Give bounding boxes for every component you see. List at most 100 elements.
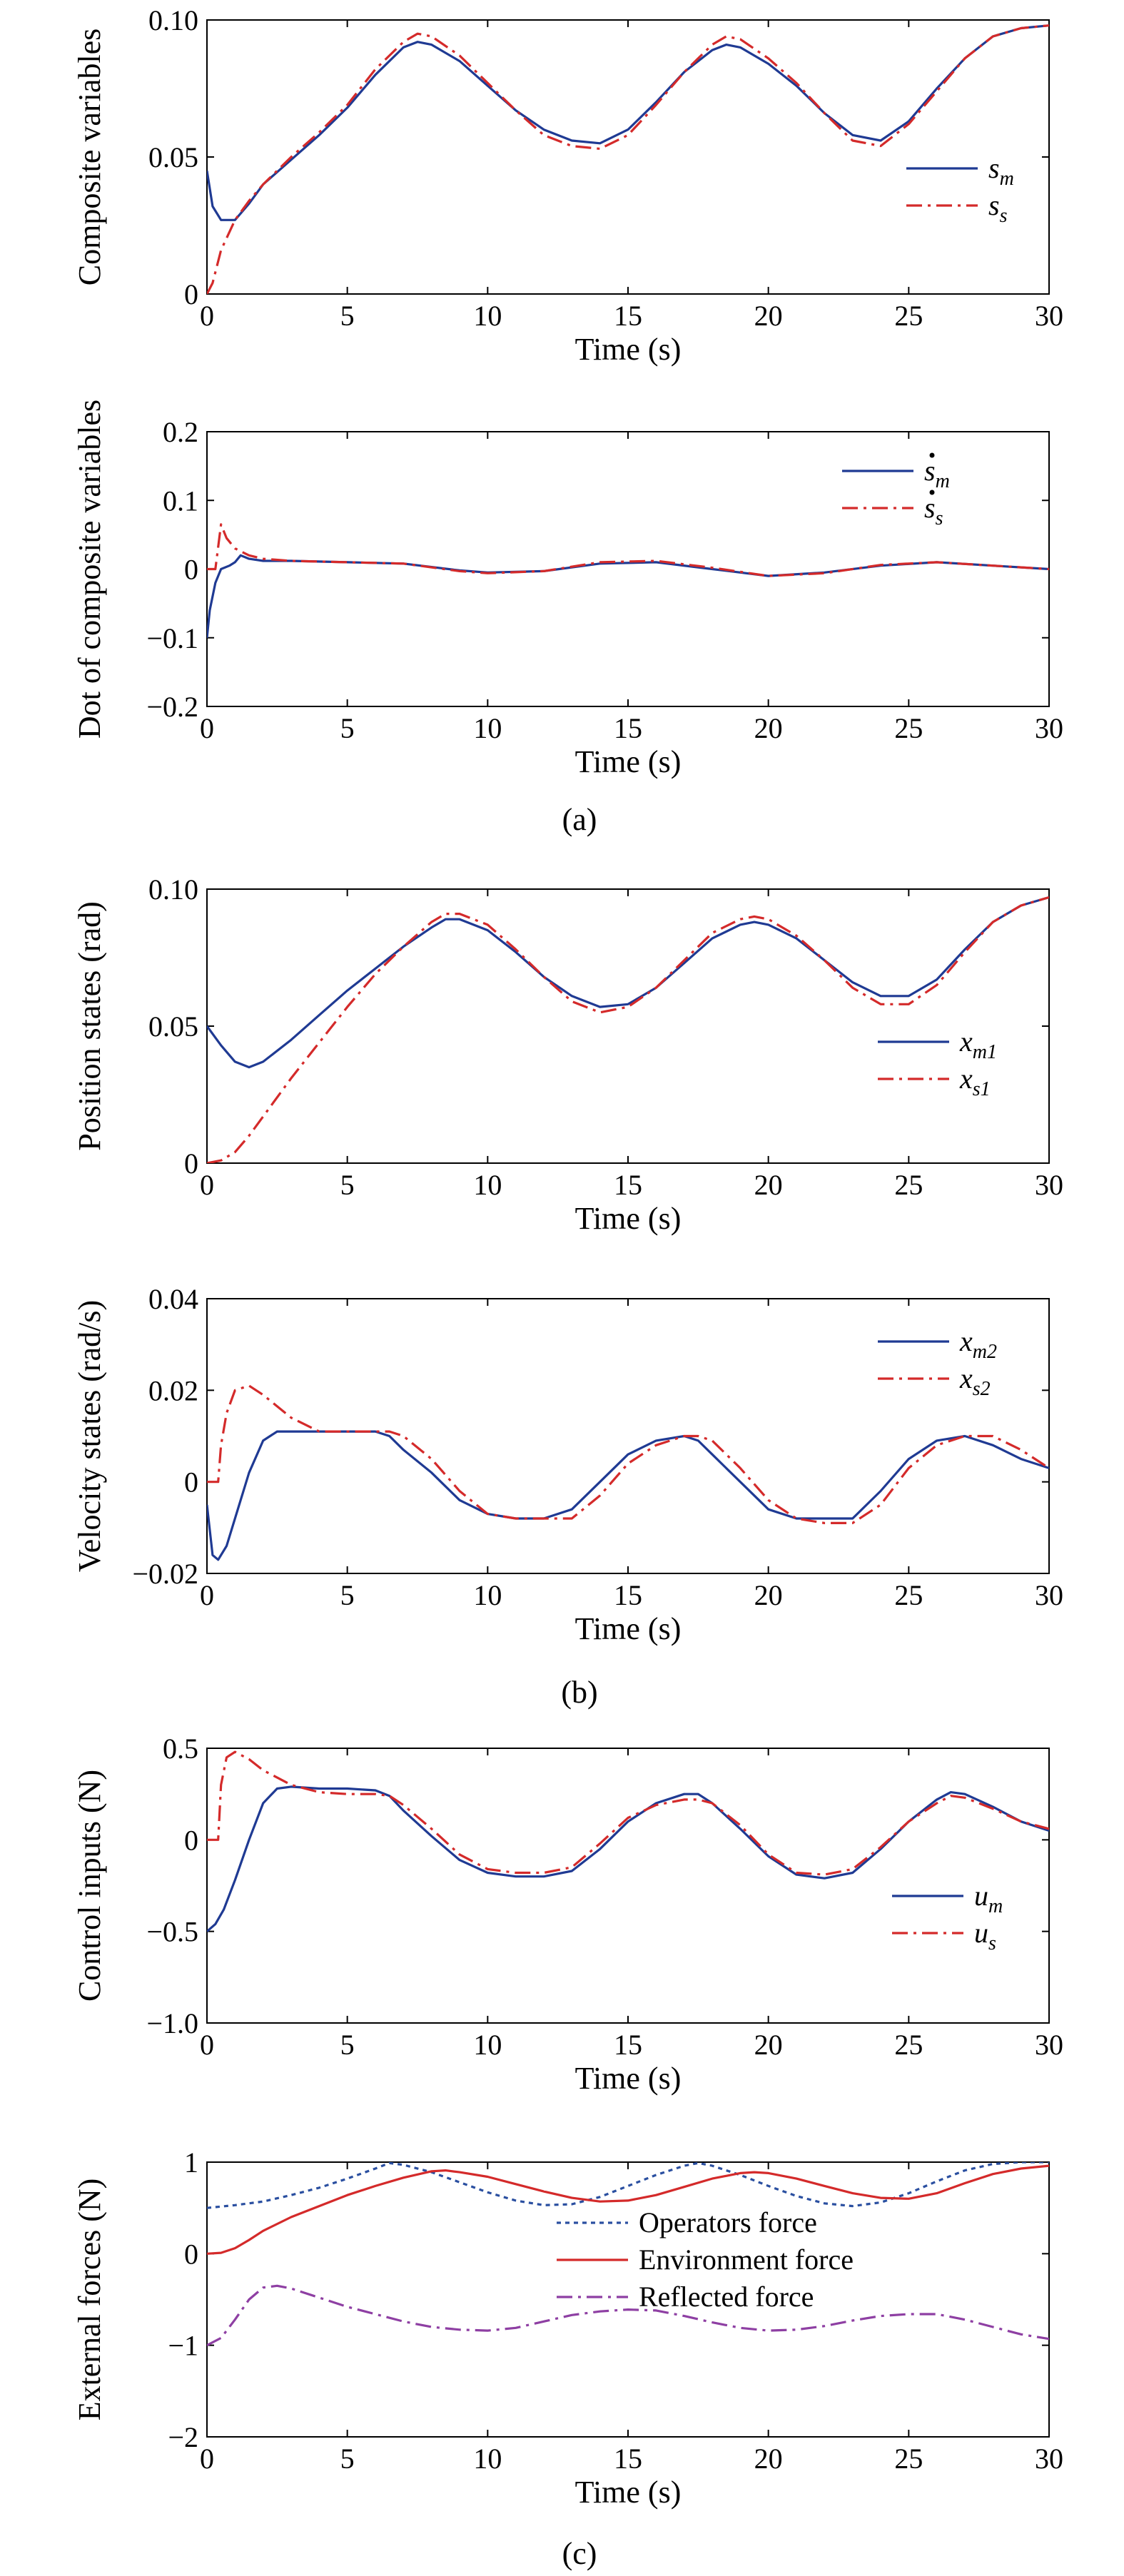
x-tick-label: 20 [754,300,783,332]
x-axis-title: Time (s) [575,1611,682,1646]
y-tick-label: 0.10 [148,873,198,906]
y-tick-label: −0.1 [146,622,198,654]
y-tick-label: 0 [184,554,198,586]
y-tick-label: −0.02 [132,1558,198,1590]
x-tick-label: 5 [340,1579,355,1611]
chart-5: 0 5 10 15 20 25 30 −1.0 −0.5 0 0.5 Time (s) Control … [72,1733,1063,2096]
x-tick-label: 25 [894,300,923,332]
x-tick-label: 30 [1035,2029,1063,2061]
legend-entry: um [974,1880,1003,1917]
series-line [207,2284,1049,2347]
x-tick-label: 25 [894,712,923,744]
x-axis-title: Time (s) [575,332,682,367]
legend-entry: ss [988,189,1008,227]
y-axis-title: External forces (N) [72,2179,107,2421]
y-axis-title: Velocity states (rad/s) [72,1300,107,1572]
legend-entry: sm [924,455,950,492]
x-tick-label: 30 [1035,712,1063,744]
legend-entry: xm2 [959,1325,997,1363]
x-tick-label: 20 [754,1579,783,1611]
chart-1: 0 5 10 15 20 25 30 0 0.05 0.10 Time (s) Composite v… [72,4,1063,367]
legend-entry: xs2 [959,1362,991,1400]
series-line [207,1430,1049,1561]
y-tick-label: 0.04 [148,1283,198,1315]
x-tick-label: 5 [340,712,355,744]
y-tick-label: −0.5 [146,1916,198,1948]
x-tick-label: 10 [473,1169,502,1201]
x-tick-label: 20 [754,2029,783,2061]
derivative-dot [929,490,935,495]
series-line [207,1750,1049,1876]
y-tick-label: 0.02 [148,1374,198,1406]
x-tick-label: 0 [200,1169,214,1201]
legend-entry: Operators force [639,2206,817,2238]
x-tick-label: 5 [340,1169,355,1201]
series-line [207,896,1049,1163]
x-tick-label: 25 [894,2443,923,2475]
y-tick-label: 0.10 [148,4,198,36]
x-tick-label: 0 [200,1579,214,1611]
x-tick-label: 0 [200,712,214,744]
plot-frame [206,431,1050,707]
legend-entry: sm [988,152,1014,190]
chart-6: 0 5 10 15 20 25 30 −2 −1 0 1 Time (s) External force… [72,2146,1063,2510]
x-tick-label: 30 [1035,1169,1063,1201]
y-axis-title: Position states (rad) [72,901,107,1151]
x-tick-label: 20 [754,2443,783,2475]
x-tick-label: 0 [200,2029,214,2061]
x-tick-label: 30 [1035,300,1063,332]
x-tick-label: 15 [614,1169,642,1201]
x-tick-label: 0 [200,300,214,332]
x-tick-label: 25 [894,1169,923,1201]
x-tick-label: 15 [614,712,642,744]
y-axis-title: Composite variables [72,29,107,286]
x-tick-label: 10 [473,1579,502,1611]
legend-entry: Reflected force [639,2281,814,2313]
y-axis-title: Control inputs (N) [72,1770,107,2002]
legend-entry: us [974,1917,996,1954]
x-tick-label: 5 [340,2029,355,2061]
y-tick-label: 0.5 [163,1733,198,1765]
y-tick-label: 0 [184,278,198,310]
series-line [207,24,1049,221]
series-line [207,2164,1049,2255]
series-line [207,1785,1049,1932]
x-tick-label: 15 [614,1579,642,1611]
y-tick-label: 0 [184,2238,198,2270]
y-tick-label: −1.0 [146,2007,198,2039]
x-tick-label: 30 [1035,1579,1063,1611]
x-axis-title: Time (s) [575,744,682,779]
chart-2: 0 5 10 15 20 25 30 −0.2 −0.1 0 0.1 0.2 Time (s) Dot o… [72,400,1063,779]
y-tick-label: 0.05 [148,1010,198,1043]
caption-c: (c) [562,2536,597,2571]
chart-3: 0 5 10 15 20 25 30 0 0.05 0.10 Time (s) Position st… [72,873,1063,1236]
x-tick-label: 15 [614,2443,642,2475]
legend-entry: xs1 [959,1063,991,1100]
x-tick-label: 0 [200,2443,214,2475]
x-tick-label: 30 [1035,2443,1063,2475]
plot-frame [206,1298,1050,1574]
y-axis-title: Dot of composite variables [72,400,107,739]
plot-frame [206,2161,1050,2438]
series-line [207,2162,1049,2209]
series-line [207,896,1049,1069]
x-tick-label: 25 [894,1579,923,1611]
x-tick-label: 15 [614,300,642,332]
y-tick-label: −1 [168,2330,198,2362]
series-line [207,24,1049,294]
y-tick-label: −0.2 [146,691,198,723]
legend-entry: Environment force [639,2243,854,2276]
y-tick-label: 0 [184,1147,198,1180]
y-tick-label: 0.2 [163,416,198,448]
x-tick-label: 25 [894,2029,923,2061]
y-tick-label: 0 [184,1466,198,1499]
series-line [207,523,1049,577]
legend-entry: xm1 [959,1025,997,1063]
x-tick-label: 10 [473,2029,502,2061]
x-tick-label: 20 [754,712,783,744]
y-tick-label: 1 [184,2146,198,2179]
x-axis-title: Time (s) [575,2475,682,2510]
x-tick-label: 5 [340,2443,355,2475]
